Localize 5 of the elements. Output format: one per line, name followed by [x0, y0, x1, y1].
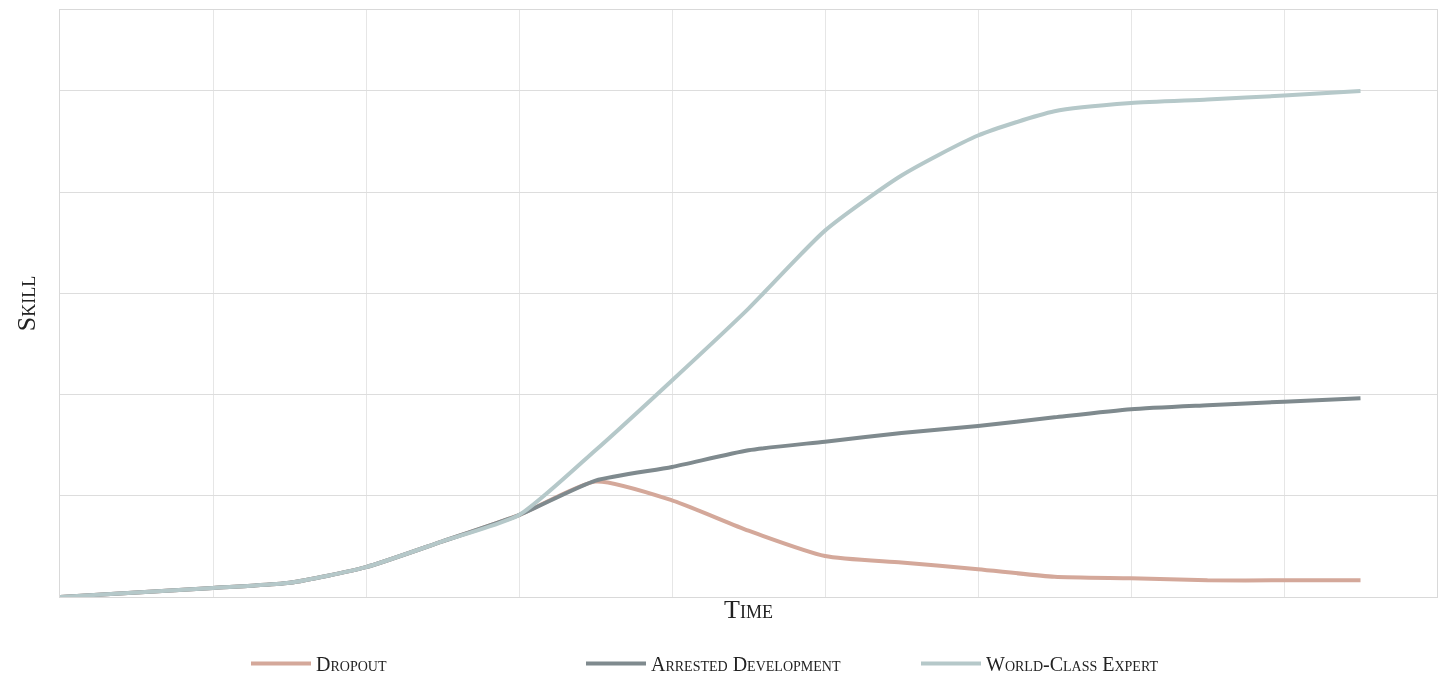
- y-axis-title: Skill: [12, 275, 42, 332]
- legend-label: Arrested Development: [651, 653, 841, 676]
- legend-label: Dropout: [316, 653, 387, 676]
- legend-label: World-Class Expert: [986, 653, 1159, 676]
- x-axis-title: Time: [724, 594, 773, 624]
